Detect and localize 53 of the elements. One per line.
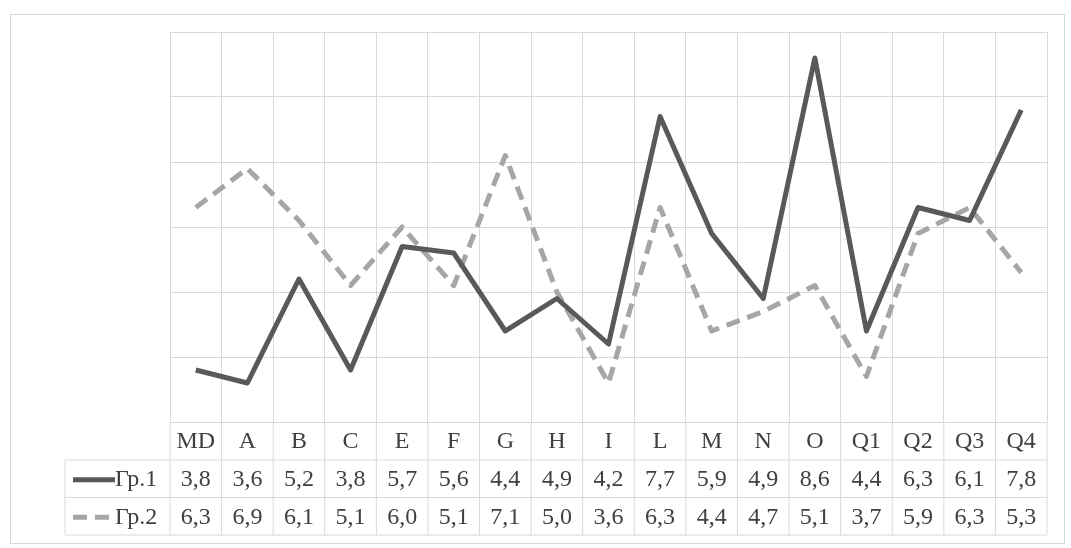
legend-label: Гр.2	[115, 502, 158, 529]
data-label: 5,1	[335, 502, 366, 529]
x-tick-label: A	[238, 427, 257, 454]
x-tick-label: H	[548, 427, 566, 454]
data-label: 6,3	[180, 502, 211, 529]
x-tick-label: MD	[176, 427, 216, 454]
data-label: 4,9	[541, 465, 572, 492]
x-tick-label: Q4	[1006, 427, 1036, 454]
data-label: 4,7	[748, 502, 779, 529]
x-tick-label: L	[652, 427, 668, 454]
data-label: 3,8	[180, 465, 211, 492]
data-label: 6,1	[954, 465, 985, 492]
data-label: 3,7	[851, 502, 882, 529]
data-label: 5,9	[696, 465, 727, 492]
x-tick-label: G	[496, 427, 514, 454]
data-label: 3,6	[593, 502, 624, 529]
legend-label: Гр.1	[115, 465, 158, 492]
data-label: 5,0	[541, 502, 572, 529]
x-tick-label: Q3	[954, 427, 985, 454]
data-label: 6,3	[645, 502, 676, 529]
data-label: 8,6	[799, 465, 830, 492]
data-label: 5,1	[799, 502, 830, 529]
x-tick-label: F	[447, 427, 461, 454]
data-label: 5,1	[438, 502, 469, 529]
x-tick-label: B	[290, 427, 307, 454]
data-label: 5,3	[1006, 502, 1037, 529]
x-tick-label: E	[394, 427, 410, 454]
data-label: 3,6	[232, 465, 263, 492]
data-label: 4,4	[851, 465, 882, 492]
x-tick-label: I	[604, 427, 613, 454]
data-label: 4,9	[748, 465, 779, 492]
data-label: 5,7	[387, 465, 418, 492]
data-label: 5,6	[438, 465, 469, 492]
data-label: 6,3	[903, 465, 934, 492]
x-tick-label: C	[342, 427, 359, 454]
data-label: 4,2	[593, 465, 624, 492]
data-label: 7,1	[490, 502, 521, 529]
x-tick-label: N	[754, 427, 772, 454]
x-tick-label: Q2	[903, 427, 933, 454]
data-label: 7,7	[645, 465, 676, 492]
data-label: 6,1	[283, 502, 314, 529]
data-label: 4,4	[696, 502, 727, 529]
data-label: 6,3	[954, 502, 985, 529]
data-label: 4,4	[490, 465, 521, 492]
data-label: 6,0	[387, 502, 418, 529]
data-label: 5,2	[283, 465, 314, 492]
data-label: 7,8	[1006, 465, 1037, 492]
data-label: 3,8	[335, 465, 366, 492]
x-tick-label: Q1	[851, 427, 882, 454]
data-label: 6,9	[232, 502, 263, 529]
data-label: 5,9	[903, 502, 934, 529]
x-tick-label: M	[701, 427, 723, 454]
x-tick-label: O	[806, 427, 824, 454]
